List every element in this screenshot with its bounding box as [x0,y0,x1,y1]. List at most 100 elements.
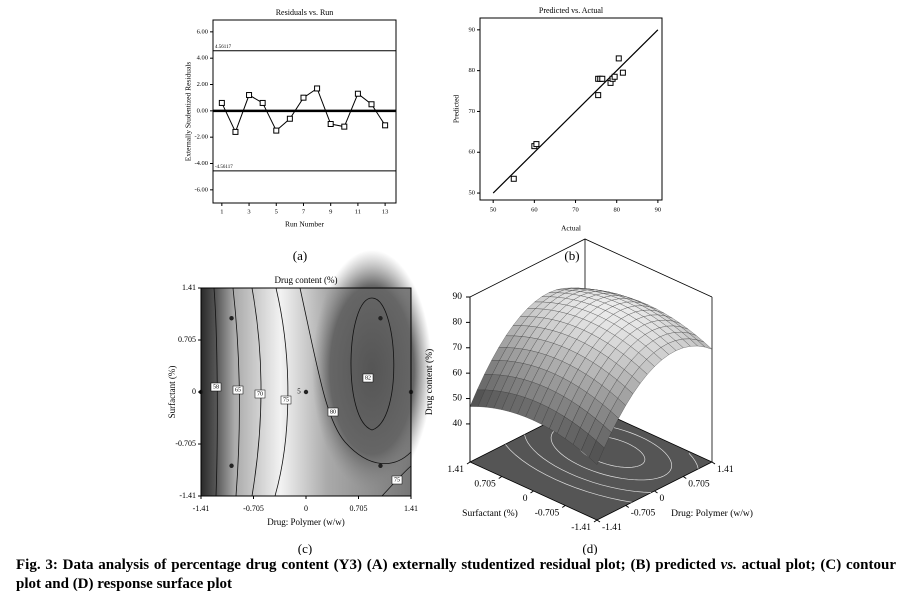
figure-caption: Fig. 3: Data analysis of percentage drug… [16,556,896,594]
marker [611,73,618,80]
contour-label-box [232,385,244,395]
contour-label-box [254,389,266,399]
x-tick-label: 13 [382,208,389,215]
y-tick [530,490,534,494]
y-tick [593,519,598,523]
contour-label: 80 [330,409,336,415]
surface-cell [588,440,605,465]
marker [599,75,606,82]
caption-text: vs. [720,557,737,573]
contour-label-box [362,373,374,383]
y-tick [498,476,503,479]
marker [246,92,253,99]
z-axis-label: Drug content (%) [424,349,435,415]
marker [619,69,626,76]
contour-label: 70 [257,391,263,397]
x-tick-label: 80 [613,206,620,213]
contour-label-box [210,382,222,392]
design-point [303,389,309,395]
x-tick-label: 1.41 [717,465,734,475]
plot-frame [212,19,397,204]
x-tick [625,505,630,508]
z-tick-label: 40 [453,419,463,429]
x-tick-label: 0 [660,494,665,504]
marker [314,85,321,92]
z-tick-label: 80 [453,318,463,328]
contour-label: 75 [283,397,289,403]
y-axis-label: Surfactant (%) [462,508,518,519]
marker [382,122,389,129]
z-tick-label: 70 [453,343,463,353]
x-tick [711,461,716,465]
marker [232,128,239,135]
design-point [378,316,383,321]
y-tick-label: 0.705 [178,335,196,344]
y-tick-label: 1.41 [447,465,464,475]
panel-label: (d) [582,541,597,555]
y-tick-label: -0.705 [535,509,560,519]
y-tick-label: 0.00 [197,107,208,114]
marker [595,92,602,99]
y-tick-label: 80 [469,67,476,74]
caption-text: actual plot; (C) contour plot and (D) re… [16,557,897,592]
center-points-label: 5 [297,388,301,396]
marker [273,127,280,134]
contour-label-box [391,475,403,485]
y-tick-label: 60 [469,149,476,156]
y-tick-label: -2.00 [194,134,208,141]
y-tick-label: 4.00 [197,55,208,62]
y-tick-label: -4.00 [194,160,208,167]
contour-label: 75 [394,477,400,483]
x-tick-label: 90 [655,206,662,213]
contour-line [299,287,412,464]
x-tick-label: 9 [329,208,332,215]
contour-label: 82 [365,375,371,381]
x-tick-label: -1.41 [602,523,622,533]
y-tick-label: 0.705 [474,480,496,490]
contour-core [312,250,432,490]
floor-contour [505,444,632,503]
x-tick-label: 60 [531,206,538,213]
chart-title: Drug content (%) [275,275,338,285]
chart-title: Residuals vs. Run [276,8,334,17]
marker [510,175,517,182]
y-tick-label: -1.41 [571,523,591,533]
fit-line [492,29,659,194]
contour-line [350,297,395,431]
marker [368,101,375,108]
y-tick-label: -6.00 [194,186,208,193]
z-tick-label: 90 [453,292,463,302]
x-tick-label: 1 [220,208,223,215]
x-tick-label: 70 [572,206,579,213]
plot-frame [479,17,663,201]
y-tick-label: -1.41 [179,491,196,500]
y-tick-label: 6.00 [197,28,208,35]
x-axis-label: Drug: Polymer (w/w) [267,517,345,527]
y-tick-label: -0.705 [175,439,196,448]
x-tick-label: -0.705 [631,509,656,519]
x-axis-label: Drug: Polymer (w/w) [671,508,753,519]
x-tick-label: 3 [247,208,250,215]
x-axis-label: Run Number [285,220,324,229]
x-tick [654,490,658,494]
x-tick-label: 5 [275,208,278,215]
x-axis-label: Actual [561,224,581,233]
y-tick-label: 90 [469,26,476,33]
box-edge [469,238,713,298]
caption-text: Fig. 3: Data analysis of percentage drug… [16,557,721,573]
marker [300,94,307,101]
x-tick-label: 0.705 [688,480,710,490]
x-tick-label: -0.705 [243,504,264,513]
x-tick-label: 7 [302,208,306,215]
contour-label-box [327,407,339,417]
y-tick-label: 0 [192,387,196,396]
y-tick-label: 1.41 [182,283,196,292]
z-tick-label: 60 [453,368,463,378]
chart-title: Predicted vs. Actual [539,6,604,15]
y-axis-label: Predicted [452,95,461,124]
y-tick-label: 0 [523,494,528,504]
y-tick [466,461,471,465]
x-tick [596,519,601,523]
